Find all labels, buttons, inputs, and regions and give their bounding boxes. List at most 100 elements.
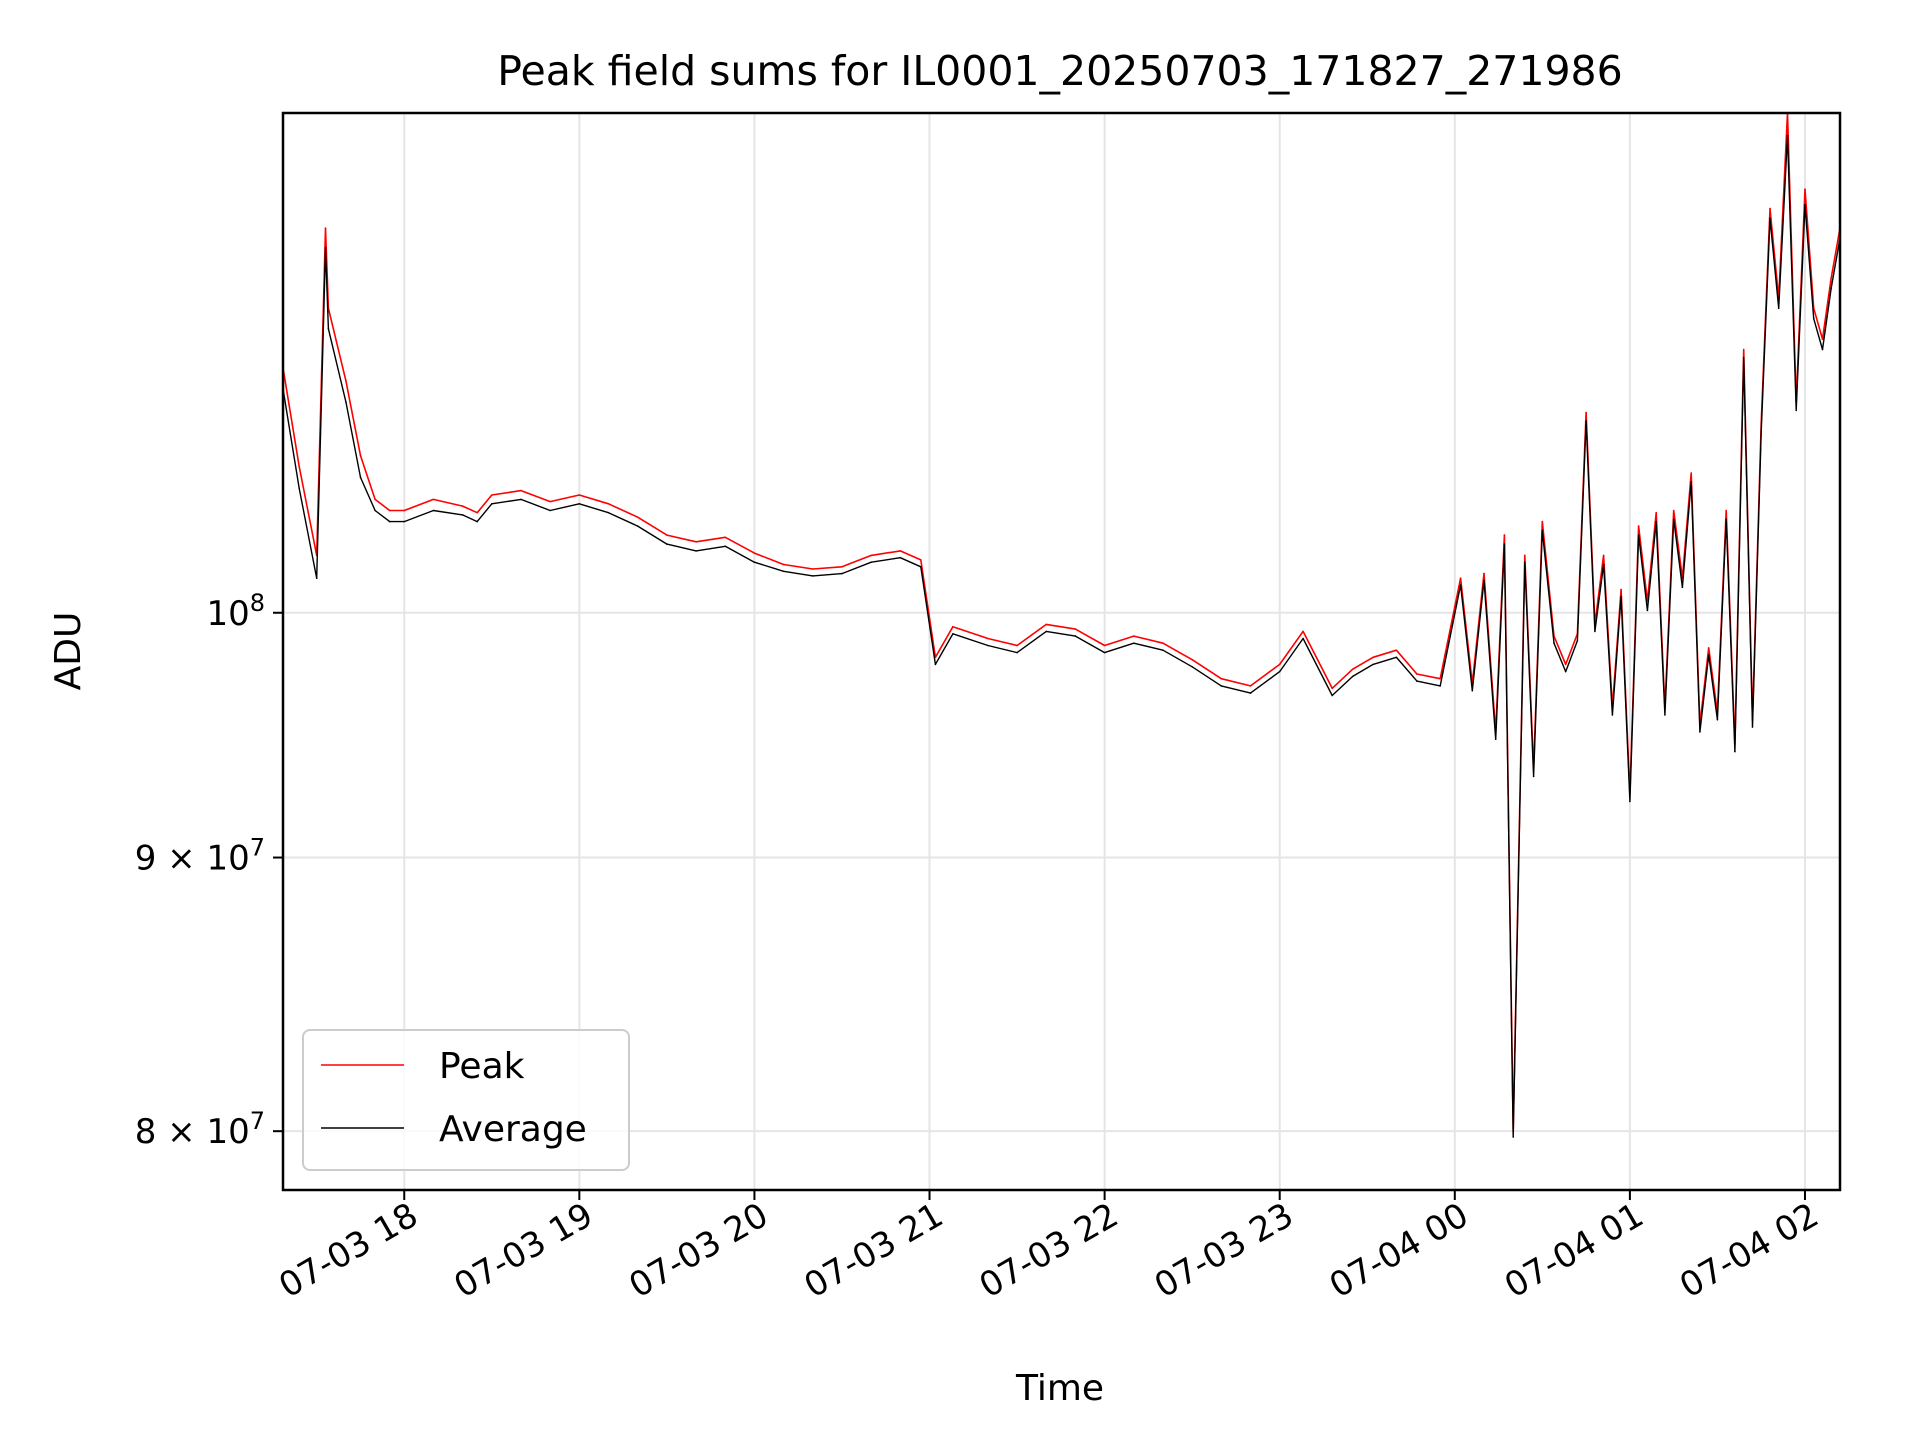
data-point-peak	[724, 536, 727, 539]
legend-label-average: Average	[439, 1109, 587, 1150]
data-point-average	[359, 476, 362, 479]
data-point-average	[812, 575, 814, 577]
data-point-average	[432, 509, 435, 512]
data-point-peak	[1133, 635, 1135, 637]
data-point-average	[461, 514, 464, 516]
y-axis-ticks: 8 × 107 9 × 107 108	[135, 589, 283, 1152]
data-point-peak	[1074, 628, 1077, 630]
data-point-average	[666, 543, 668, 545]
data-point-average	[1395, 656, 1398, 659]
data-point-average	[1751, 726, 1754, 728]
data-point-peak	[1191, 658, 1193, 661]
data-point-peak	[636, 516, 639, 518]
data-point-peak	[1830, 277, 1832, 279]
data-point-average	[1494, 738, 1497, 741]
data-point-average	[520, 498, 522, 501]
data-point-average	[1830, 287, 1832, 289]
data-point-peak	[1416, 673, 1418, 675]
y-tick-label-base: 9 × 10	[135, 839, 250, 879]
data-point-peak	[1103, 644, 1106, 647]
data-point-average	[934, 663, 937, 666]
data-point-average	[1672, 518, 1675, 521]
data-point-average	[1655, 520, 1657, 523]
data-point-peak	[1602, 554, 1605, 557]
data-point-average	[324, 247, 327, 249]
data-point-average	[1471, 689, 1474, 692]
data-point-average	[1191, 666, 1193, 668]
data-point-average	[1103, 651, 1106, 654]
y-tick-label-exponent: 7	[250, 834, 265, 862]
data-point-peak	[1564, 663, 1567, 666]
y-tick-label-base: 10	[206, 594, 249, 634]
data-point-average	[1016, 651, 1018, 654]
data-point-average	[345, 401, 347, 403]
grid	[283, 113, 1840, 1190]
legend: Peak Average	[302, 1029, 630, 1171]
data-point-peak	[324, 227, 327, 229]
data-point-average	[1585, 420, 1587, 422]
data-point-average	[782, 570, 785, 573]
data-point-average	[1459, 584, 1462, 586]
x-axis-label: Time	[1015, 1368, 1104, 1409]
data-point-peak	[1045, 623, 1048, 626]
legend-label-peak: Peak	[439, 1046, 525, 1087]
data-point-average	[1133, 642, 1135, 644]
data-point-peak	[374, 498, 376, 501]
data-point-peak	[1672, 509, 1675, 512]
series-layer	[283, 113, 1840, 1138]
data-point-peak	[1483, 572, 1485, 575]
data-point-peak	[1804, 188, 1806, 190]
data-point-peak	[1725, 509, 1727, 512]
data-point-average	[952, 633, 954, 635]
data-point-peak	[1372, 656, 1374, 659]
data-point-average	[1769, 217, 1771, 220]
data-point-peak	[1351, 668, 1354, 670]
data-point-peak	[1395, 649, 1398, 651]
data-point-peak	[345, 380, 347, 382]
data-point-average	[1620, 595, 1622, 598]
y-tick-label: 8 × 107	[135, 1107, 265, 1152]
data-point-average	[403, 520, 406, 523]
y-tick-label-exponent: 8	[250, 589, 265, 617]
data-point-peak	[476, 511, 479, 514]
data-point-peak	[1162, 642, 1164, 644]
data-point-peak	[298, 465, 301, 468]
data-point-peak	[432, 498, 435, 501]
data-point-average	[1734, 750, 1736, 753]
data-point-peak	[899, 550, 902, 552]
data-point-average	[1220, 685, 1223, 687]
data-point-average	[1699, 731, 1701, 733]
data-point-peak	[461, 505, 464, 507]
data-point-average	[1576, 640, 1579, 642]
data-point-peak	[1503, 534, 1506, 536]
data-point-average	[636, 525, 639, 527]
data-point-peak	[753, 552, 756, 554]
data-point-peak	[520, 489, 522, 492]
y-tick-label: 108	[206, 589, 265, 634]
data-point-average	[1541, 529, 1544, 532]
data-point-average	[1795, 409, 1797, 412]
data-point-average	[1812, 317, 1815, 320]
data-point-peak	[1655, 511, 1657, 514]
plot-frame	[281, 111, 1842, 1192]
data-point-peak	[1637, 525, 1640, 527]
data-point-peak	[388, 509, 391, 512]
data-point-average	[1725, 518, 1727, 521]
data-point-average	[1602, 563, 1605, 566]
data-point-peak	[1016, 644, 1018, 647]
data-point-peak	[549, 500, 551, 503]
data-point-average	[1512, 1136, 1514, 1138]
data-point-peak	[1220, 677, 1223, 680]
data-point-average	[753, 561, 756, 563]
data-point-peak	[1690, 472, 1692, 474]
data-point-peak	[1302, 630, 1304, 633]
data-point-average	[1162, 649, 1164, 651]
data-point-peak	[952, 625, 954, 628]
data-point-average	[374, 509, 376, 512]
chart-title: Peak field sums for IL0001_20250703_1718…	[497, 47, 1622, 95]
data-point-average	[1532, 775, 1535, 778]
data-point-average	[987, 644, 989, 647]
data-point-average	[1777, 307, 1780, 310]
data-point-peak	[1821, 338, 1824, 340]
data-point-peak	[1459, 577, 1462, 579]
